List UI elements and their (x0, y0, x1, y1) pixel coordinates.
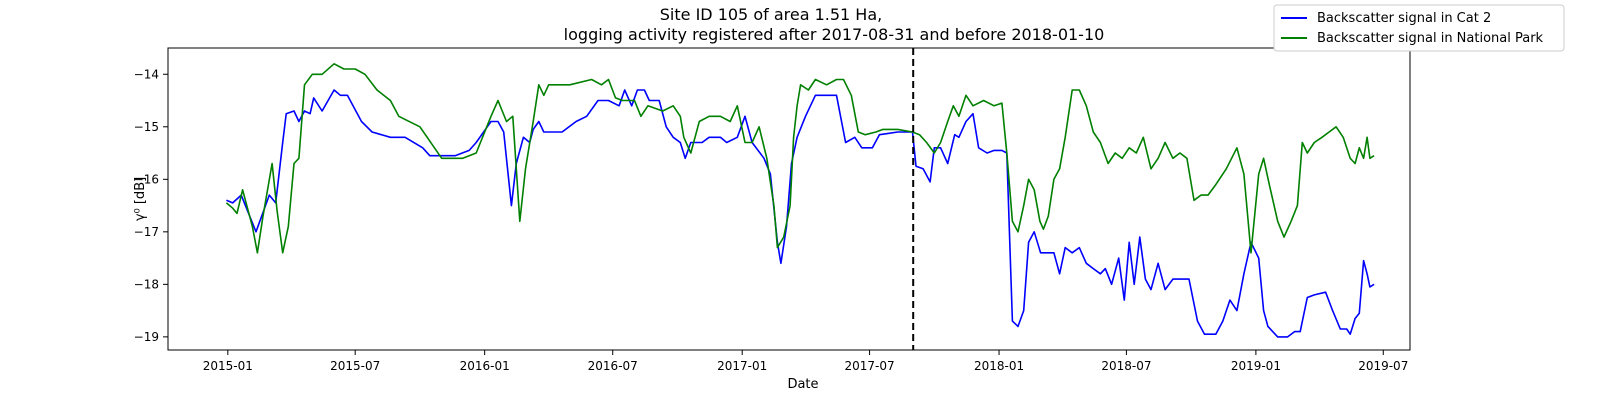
series-line-1 (225, 63, 1375, 254)
x-axis-ticks: 2015-01 2015-07 2016-01 2016-07 2017-01 2017-… (203, 350, 1408, 373)
y-axis-ticks: −14 −15 −16 −17 −18 −19 (134, 67, 168, 344)
y-tick-label: −19 (134, 330, 159, 344)
x-tick-label: 2019-01 (1231, 359, 1281, 373)
x-tick-label: 2017-07 (845, 359, 895, 373)
x-axis-label: Date (787, 377, 818, 392)
y-tick-label: −16 (134, 172, 159, 186)
legend-label-national-park: Backscatter signal in National Park (1317, 31, 1544, 46)
chart-title-line-2: logging activity registered after 2017-0… (564, 25, 1105, 44)
x-tick-label: 2017-01 (717, 359, 767, 373)
y-tick-label: −14 (134, 67, 159, 81)
x-tick-label: 2018-01 (974, 359, 1024, 373)
y-tick-label: −15 (134, 120, 159, 134)
series-line-0 (226, 89, 1375, 338)
series-lines (225, 63, 1375, 338)
chart-title-line-1: Site ID 105 of area 1.51 Ha, (660, 5, 882, 24)
x-tick-label: 2016-07 (588, 359, 638, 373)
plot-frame (167, 47, 1411, 351)
y-axis-label: γ⁰ [dB] (133, 177, 148, 221)
x-tick-label: 2019-07 (1358, 359, 1408, 373)
x-tick-label: 2016-01 (460, 359, 510, 373)
x-tick-label: 2018-07 (1101, 359, 1151, 373)
y-tick-label: −17 (134, 225, 159, 239)
x-tick-label: 2015-01 (203, 359, 253, 373)
legend: Backscatter signal in Cat 2 Backscatter … (1273, 4, 1565, 52)
legend-label-cat2: Backscatter signal in Cat 2 (1317, 11, 1491, 26)
y-tick-label: −18 (134, 277, 159, 291)
x-tick-label: 2015-07 (330, 359, 380, 373)
legend-box (1273, 4, 1565, 52)
plot-area: 2015-01 2015-07 2016-01 2016-07 2017-01 2017-… (134, 47, 1411, 373)
